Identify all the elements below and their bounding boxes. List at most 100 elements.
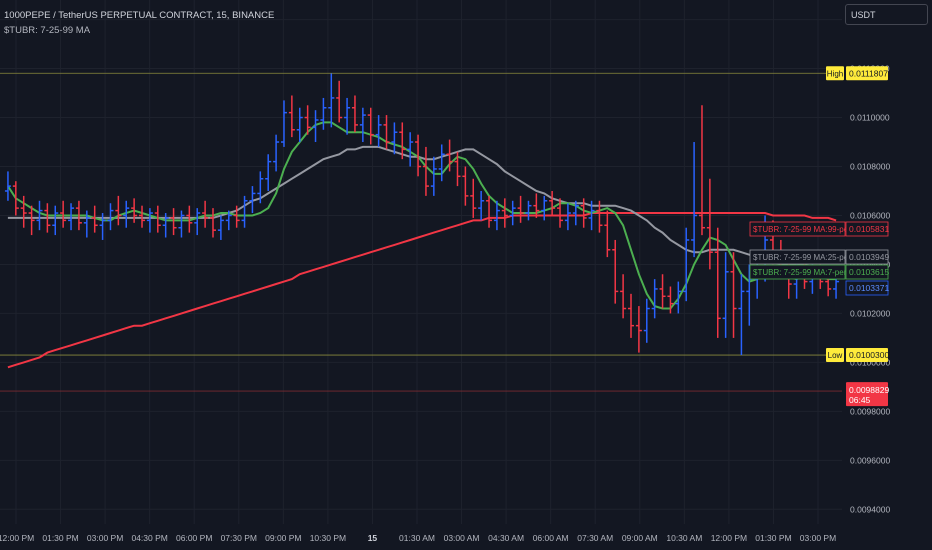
time-tick-label: 01:30 AM	[399, 533, 435, 543]
ohlc-bar	[628, 293, 634, 338]
ma-7-line	[7, 121, 837, 310]
time-tick-label: 12:00 PM	[0, 533, 34, 543]
ohlc-bar	[288, 95, 295, 138]
ohlc-bar	[596, 200, 603, 233]
time-tick-label: 09:00 AM	[622, 533, 658, 543]
ohlc-bar	[202, 200, 209, 228]
time-axis[interactable]: 12:00 PM 01:30 PM 03:00 PM 04:30 PM 06:00 PM…	[0, 533, 836, 543]
ohlc-bar	[612, 239, 619, 304]
ohlc-bar	[20, 195, 27, 228]
series-name-box	[749, 221, 846, 237]
chart-grid	[0, 0, 842, 524]
ohlc-bar	[344, 97, 351, 135]
ohlc-bar	[422, 146, 429, 196]
ohlc-bar	[123, 200, 130, 228]
ohlc-bar	[525, 200, 532, 221]
high-tag	[826, 66, 844, 81]
ohlc-bar	[501, 198, 508, 228]
series-name-label: $TUBR: 7-25-99 MA:25-period	[753, 253, 862, 262]
ohlc-bar	[225, 210, 232, 231]
time-tick-label: 03:00 PM	[800, 533, 836, 543]
ohlc-bar	[691, 142, 698, 258]
high-tag-text: High	[827, 69, 843, 78]
ohlc-bar	[588, 200, 595, 231]
ohlc-bar	[478, 190, 485, 221]
ohlc-bar	[533, 193, 540, 218]
ohlc-bar	[336, 80, 343, 123]
ohlc-bar	[541, 195, 548, 221]
ohlc-bar	[273, 134, 280, 172]
ohlc-bar	[194, 208, 201, 236]
time-tick-label: 03:00 PM	[87, 533, 123, 543]
ohlc-bar	[675, 281, 682, 314]
series-name-label: $TUBR: 7-25-99 MA:99-period	[753, 225, 862, 234]
indicator-legend[interactable]: $TUBR: 7-25-99 MA	[4, 25, 91, 36]
ohlc-bar	[493, 200, 500, 231]
ohlc-bar	[162, 213, 169, 238]
ohlc-bar	[651, 279, 658, 319]
series-value-box	[845, 221, 889, 237]
time-tick-label: 03:00 AM	[444, 533, 480, 543]
ohlc-bar	[249, 186, 256, 214]
series-name-box	[749, 249, 846, 265]
currency-select[interactable]: USDT	[845, 4, 928, 25]
ohlc-bar	[328, 73, 335, 128]
time-tick-label: 01:30 PM	[755, 533, 791, 543]
series-value-label: 0.0103949	[849, 252, 889, 262]
low-value-box	[846, 348, 888, 363]
ohlc-bar	[722, 252, 729, 338]
ohlc-bar	[557, 198, 564, 228]
ohlc-bar	[210, 208, 216, 238]
ohlc-bar	[667, 286, 674, 314]
price-tick-label: 0.0094000	[850, 504, 890, 514]
chart-title: 1000PEPE / TetherUS PERPETUAL CONTRACT, …	[4, 10, 275, 21]
ohlc-bar	[359, 107, 366, 143]
ohlc-bar	[446, 139, 453, 172]
ohlc-bar	[407, 132, 414, 167]
time-tick-label: 07:30 AM	[577, 533, 613, 543]
price-tick-label: 0.0106000	[850, 210, 890, 220]
ohlc-bar	[399, 122, 406, 160]
series-value-box	[845, 249, 889, 265]
ohlc-bar	[99, 213, 106, 240]
time-tick-label: 10:30 AM	[666, 533, 702, 543]
high-value-box	[846, 66, 888, 81]
high-low-lines	[0, 72, 842, 392]
ohlc-bar	[312, 110, 319, 143]
time-tick-label: 01:30 PM	[42, 533, 78, 543]
ma-99-line	[7, 212, 837, 369]
ohlc-bar	[572, 200, 579, 226]
ohlc-bar	[454, 151, 461, 187]
ohlc-bar	[430, 156, 437, 196]
low-tag	[826, 348, 844, 363]
low-tag-text: Low	[828, 351, 843, 360]
time-tick-label: 06:00 AM	[533, 533, 569, 543]
ohlc-bar	[36, 200, 43, 231]
ohlc-bar	[154, 205, 161, 233]
ohlc-bar	[383, 115, 390, 150]
time-tick-label: 04:30 PM	[131, 533, 167, 543]
ohlc-bar	[415, 134, 422, 177]
ohlc-bar	[139, 205, 146, 228]
ohlc-bar	[367, 107, 374, 145]
ohlc-bar	[683, 227, 690, 302]
ohlc-bar	[320, 97, 327, 130]
ohlc-bar	[517, 195, 524, 223]
ohlc-bar	[115, 195, 122, 226]
ohlc-bar	[730, 252, 737, 338]
current-price-countdown: 06:45	[849, 395, 871, 405]
ohlc-bar	[714, 227, 721, 338]
ohlc-bar	[604, 210, 611, 258]
price-tick-label: 0.0096000	[850, 455, 890, 465]
ohlc-bar	[170, 208, 177, 236]
ohlc-bar	[60, 200, 67, 228]
current-price-box	[846, 382, 888, 407]
ohlc-bar	[131, 198, 138, 223]
ohlc-bar	[706, 178, 713, 270]
ohlc-bar	[44, 203, 51, 233]
ohlc-bar	[12, 181, 19, 216]
price-tick-label: 0.0100000	[850, 357, 890, 367]
ohlc-bar	[391, 122, 398, 155]
ohlc-bar	[28, 205, 35, 236]
